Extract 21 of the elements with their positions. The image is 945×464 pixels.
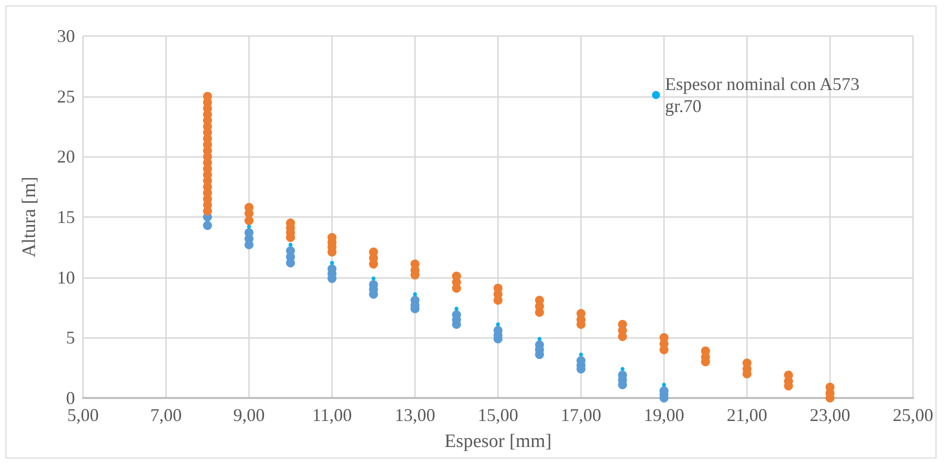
legend-label: Espesor nominal con A573 gr.70	[665, 74, 864, 116]
x-tick-label: 21,00	[726, 405, 768, 425]
y-axis-title: Altura [m]	[19, 176, 40, 258]
y-tick-label: 15	[57, 207, 75, 227]
x-tick-label: 15,00	[478, 405, 518, 425]
x-tick-label: 9,00	[233, 405, 265, 425]
x-tick-label: 17,00	[560, 405, 602, 425]
x-tick-label: 13,00	[394, 405, 436, 425]
x-axis-title: Espesor [mm]	[444, 431, 552, 452]
x-tick-label: 5,00	[67, 405, 99, 425]
x-tick-label: 19,00	[644, 405, 684, 425]
y-tick-label: 5	[66, 328, 75, 348]
x-tick-label: 7,00	[150, 405, 182, 425]
y-tick-label: 25	[57, 86, 75, 106]
x-tick-label: 23,00	[810, 405, 850, 425]
y-tick-label: 10	[57, 267, 75, 288]
x-tick-label: 11,00	[312, 405, 352, 425]
y-tick-label: 0	[66, 388, 75, 408]
x-tick-label: 25,00	[892, 405, 934, 425]
y-tick-label: 20	[57, 146, 75, 167]
y-tick-label: 30	[57, 26, 75, 46]
